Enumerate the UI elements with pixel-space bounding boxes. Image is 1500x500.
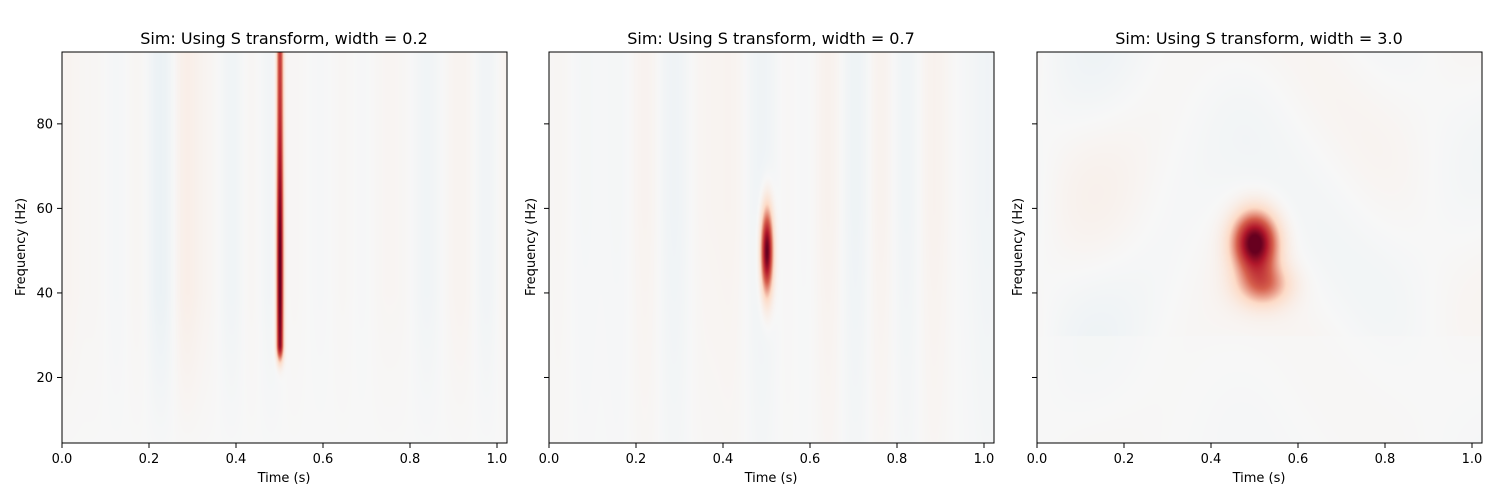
x-tick-label: 0.4	[1201, 452, 1222, 467]
panel-title: Sim: Using S transform, width = 0.2	[140, 29, 428, 48]
plot-frame	[61, 51, 508, 444]
y-axis	[544, 123, 549, 378]
y-axis	[1032, 123, 1037, 378]
y-tick-label: 60	[36, 202, 53, 217]
x-tick-label: 0.2	[626, 452, 647, 467]
x-axis-label: Time (s)	[1232, 471, 1286, 486]
y-axis: 20 40 60 80	[36, 117, 62, 386]
x-tick-label: 0.8	[1375, 452, 1396, 467]
x-axis: 0.0 0.2 0.4 0.6 0.8 1.0	[1027, 443, 1483, 467]
x-tick-label: 0.4	[226, 452, 247, 467]
y-axis-label: Frequency (Hz)	[14, 198, 29, 296]
panel-2: Sim: Using S transform, width = 0.7 0.0 0…	[524, 29, 995, 486]
x-tick-label: 0.2	[139, 452, 160, 467]
y-axis-label: Frequency (Hz)	[524, 198, 539, 296]
y-tick-label: 20	[36, 371, 53, 386]
x-axis: 0.0 0.2 0.4 0.6 0.8 1.0	[52, 443, 508, 467]
heatmap-image	[1037, 52, 1482, 443]
y-tick-label: 80	[36, 117, 53, 132]
panel-title: Sim: Using S transform, width = 0.7	[627, 29, 915, 48]
x-tick-label: 1.0	[974, 452, 995, 467]
x-tick-label: 0.6	[313, 452, 334, 467]
x-tick-label: 0.0	[1027, 452, 1048, 467]
x-tick-label: 0.0	[539, 452, 560, 467]
x-tick-label: 1.0	[487, 452, 508, 467]
plot-frame	[1036, 51, 1483, 444]
panel-1: Sim: Using S transform, width = 0.2 0.0 0…	[14, 29, 508, 486]
x-tick-label: 0.6	[1288, 452, 1309, 467]
x-tick-label: 0.0	[52, 452, 73, 467]
x-tick-label: 0.2	[1114, 452, 1135, 467]
x-axis-label: Time (s)	[257, 471, 311, 486]
plot-frame	[548, 51, 995, 444]
x-axis: 0.0 0.2 0.4 0.6 0.8 1.0	[539, 443, 995, 467]
panel-3: Sim: Using S transform, width = 3.0 0.0 0…	[1011, 29, 1483, 486]
heatmap-image	[62, 52, 507, 443]
x-tick-label: 0.4	[713, 452, 734, 467]
heatmap-image	[549, 52, 994, 443]
x-tick-label: 0.8	[887, 452, 908, 467]
y-tick-label: 40	[36, 286, 53, 301]
y-axis-label: Frequency (Hz)	[1011, 198, 1026, 296]
x-axis-label: Time (s)	[744, 471, 798, 486]
x-tick-label: 1.0	[1462, 452, 1483, 467]
panel-title: Sim: Using S transform, width = 3.0	[1115, 29, 1403, 48]
x-tick-label: 0.6	[800, 452, 821, 467]
x-tick-label: 0.8	[400, 452, 421, 467]
